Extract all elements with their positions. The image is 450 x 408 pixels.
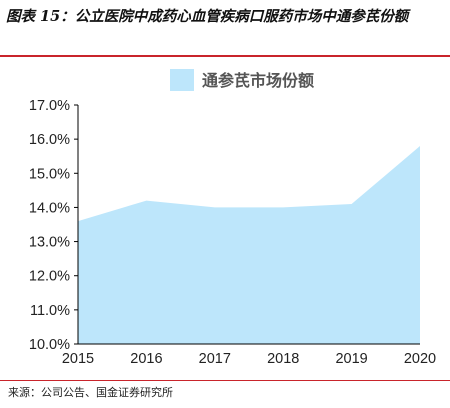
y-tick-label: 16.0% xyxy=(29,132,70,148)
x-tick-label: 2016 xyxy=(130,351,162,367)
area-series-fill xyxy=(78,145,420,344)
legend-label: 通参芪市场份额 xyxy=(202,71,314,90)
x-tick-label: 2015 xyxy=(62,351,94,367)
x-tick-label: 2017 xyxy=(199,351,231,367)
figure-caption: 图表 15：公立医院中成药心血管疾病口服药市场中通参芪份额 xyxy=(6,8,409,25)
area-chart: 通参芪市场份额 10.0% 11.0% 12.0% 13.0% 14.0% 15.0% 16… xyxy=(29,69,436,367)
bottom-divider xyxy=(0,380,450,381)
x-tick-label: 2019 xyxy=(335,351,367,367)
y-tick-label: 10.0% xyxy=(29,337,70,353)
top-divider xyxy=(0,55,450,57)
source-note: 来源：公司公告、国金证券研究所 xyxy=(8,386,173,399)
y-tick-label: 14.0% xyxy=(29,200,70,216)
y-tick-label: 12.0% xyxy=(29,269,70,285)
y-tick-label: 11.0% xyxy=(30,303,70,319)
plot-area: 10.0% 11.0% 12.0% 13.0% 14.0% 15.0% 16.0% 17.0%… xyxy=(29,98,436,367)
y-tick-label: 15.0% xyxy=(29,166,70,182)
legend-swatch xyxy=(170,69,194,91)
y-tick-label: 13.0% xyxy=(29,235,70,251)
x-tick-label: 2020 xyxy=(404,351,436,367)
x-tick-label: 2018 xyxy=(267,351,299,367)
y-tick-label: 17.0% xyxy=(29,98,70,114)
